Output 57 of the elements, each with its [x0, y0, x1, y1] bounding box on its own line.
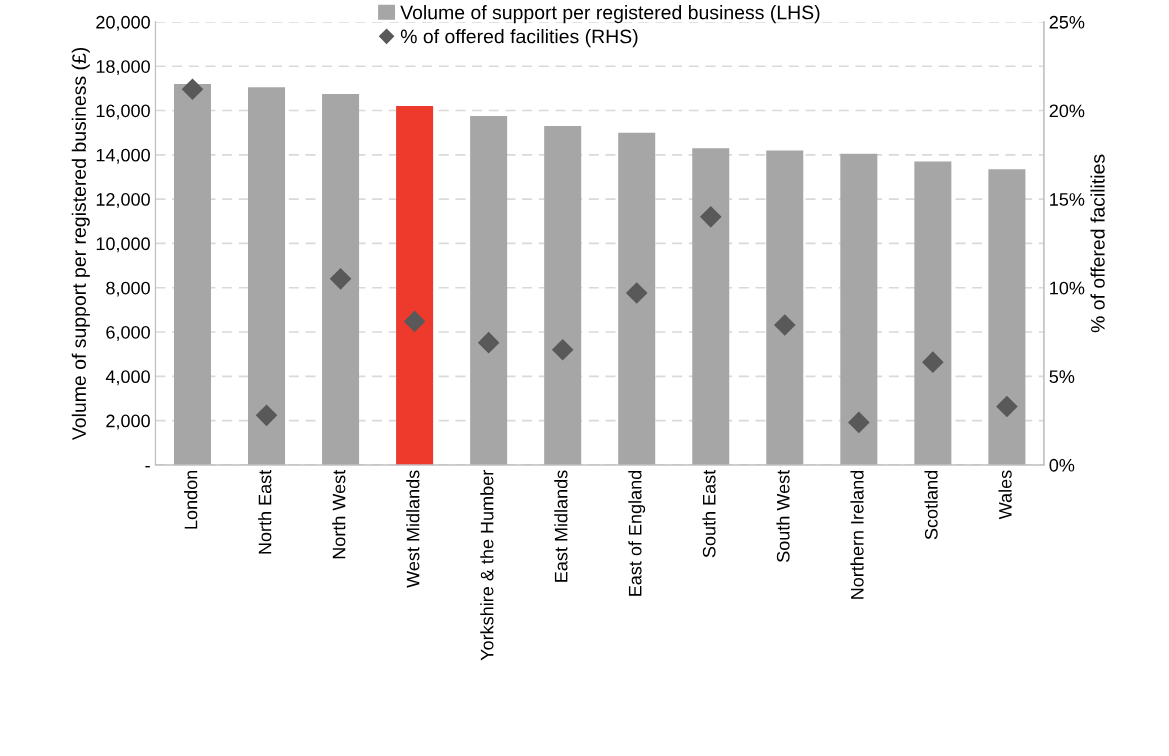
y-tick-label: 16,000: [96, 104, 150, 120]
y2-axis-title: % of offered facilities: [1090, 154, 1105, 333]
bar: [322, 93, 360, 465]
bar: [914, 161, 952, 465]
x-tick-label: London: [184, 470, 198, 529]
bar: [618, 132, 656, 465]
bar: [396, 106, 434, 465]
point: [552, 339, 574, 361]
point: [478, 332, 500, 354]
y-tick-label: -: [145, 465, 150, 468]
y2-tick-label: 0%: [1049, 458, 1075, 472]
point: [404, 310, 426, 332]
x-tick-label: North East: [258, 469, 272, 554]
x-tick-label: South West: [776, 469, 790, 562]
y-tick-label: 10,000: [96, 237, 150, 253]
x-tick-label: Yorkshire & the Humber: [480, 470, 494, 661]
bar: [544, 126, 582, 465]
x-tick-label: West Midlands: [406, 470, 420, 588]
y-tick-label: 14,000: [96, 148, 150, 164]
point: [330, 268, 352, 290]
x-tick-label: South East: [702, 469, 716, 558]
y-tick-label: 18,000: [96, 60, 150, 76]
bar: [766, 150, 804, 465]
y-tick-label: 20,000: [96, 15, 150, 31]
y-axis-title: Volume of support per registered business (£): [71, 47, 90, 441]
point: [996, 395, 1018, 417]
y-tick-label: 2,000: [106, 414, 150, 430]
y-tick-label: 4,000: [105, 370, 150, 386]
bar: [692, 148, 730, 465]
bar: [248, 87, 286, 465]
y2-tick-label: 5%: [1049, 370, 1075, 384]
x-tick-label: East of England: [628, 470, 646, 596]
point: [774, 314, 796, 336]
point: [626, 282, 648, 304]
y-tick-label: 6,000: [106, 325, 150, 341]
y-tick-label: 12,000: [96, 193, 150, 208]
bar: [173, 83, 211, 465]
y2-tick-label: 10%: [1050, 281, 1085, 295]
x-tick-label: Northern Ireland: [850, 470, 864, 599]
x-tick-label: Wales: [998, 470, 1012, 520]
bar: [840, 153, 878, 465]
bar: [470, 116, 508, 465]
y2-tick-label: 25%: [1049, 15, 1085, 29]
x-tick-label: North West: [332, 469, 346, 559]
point: [848, 411, 870, 433]
y-tick-label: 8,000: [106, 281, 150, 297]
y2-tick-label: 15%: [1050, 193, 1085, 206]
x-tick-label: East Midlands: [554, 470, 568, 582]
x-tick-label: Scotland: [924, 470, 938, 540]
legend-label: % of offered facilities (RHS): [400, 29, 638, 48]
bar: [988, 169, 1026, 465]
point: [700, 206, 722, 228]
point: [256, 404, 278, 426]
legend-label: Volume of support per registered business (LHS): [400, 5, 820, 24]
point: [922, 351, 944, 373]
point: [181, 78, 204, 100]
y2-tick-label: 20%: [1049, 104, 1085, 118]
